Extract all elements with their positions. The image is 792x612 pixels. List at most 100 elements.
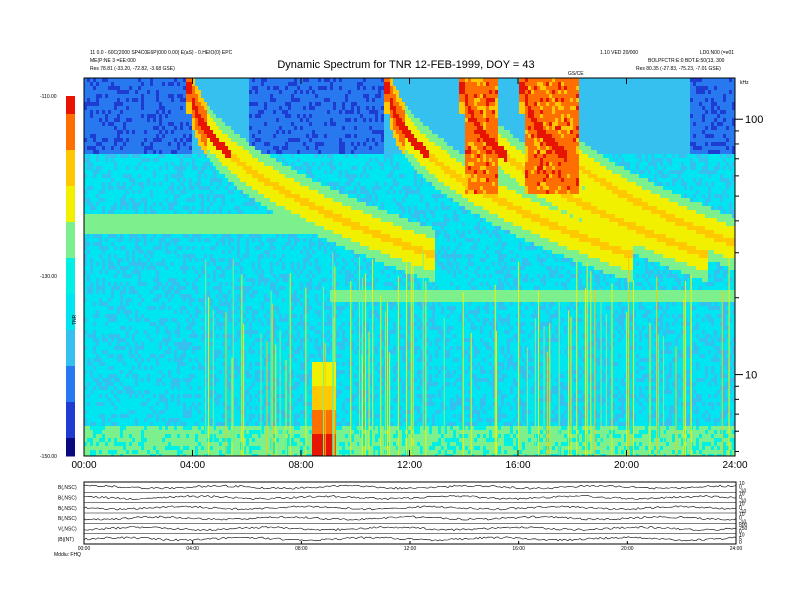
spectrum-cell bbox=[198, 450, 201, 454]
spectrum-cell bbox=[225, 302, 228, 306]
spectrum-cell bbox=[132, 258, 135, 262]
spectrum-cell bbox=[204, 150, 207, 154]
spectrum-cell bbox=[174, 390, 177, 394]
spectrum-cell bbox=[231, 138, 234, 142]
spectrum-cell bbox=[174, 438, 177, 442]
spectrum-cell bbox=[225, 158, 228, 162]
spectrum-cell bbox=[231, 406, 234, 410]
spectrum-cell bbox=[129, 178, 132, 182]
spectrum-cell bbox=[180, 274, 183, 278]
spectrum-cell bbox=[219, 86, 222, 90]
spectrum-cell bbox=[174, 358, 177, 362]
spectrum-cell bbox=[90, 282, 93, 286]
spectrum-cell bbox=[111, 190, 114, 194]
spectrum-cell bbox=[147, 142, 150, 146]
spectrum-cell bbox=[210, 170, 213, 174]
spectrum-cell bbox=[144, 442, 147, 446]
spectrum-cell bbox=[210, 362, 213, 366]
spectrum-cell bbox=[234, 146, 237, 150]
spectrum-cell bbox=[177, 210, 180, 214]
spectrum-cell bbox=[201, 122, 204, 126]
spectrum-cell bbox=[135, 286, 138, 290]
spectrum-cell bbox=[150, 386, 153, 390]
spectrum-cell bbox=[90, 114, 93, 118]
spectrum-cell bbox=[177, 302, 180, 306]
spectrum-cell bbox=[180, 170, 183, 174]
spectrum-cell bbox=[114, 166, 117, 170]
spectrum-cell bbox=[201, 302, 204, 306]
spectrum-cell bbox=[198, 118, 201, 122]
spectrum-cell bbox=[180, 386, 183, 390]
spectrum-cell bbox=[90, 390, 93, 394]
spectrum-cell bbox=[165, 110, 168, 114]
spectrum-cell bbox=[93, 142, 96, 146]
spectrum-cell bbox=[93, 334, 96, 338]
spectrum-cell bbox=[207, 282, 210, 286]
spectrum-cell bbox=[99, 290, 102, 294]
spectrum-cell bbox=[180, 334, 183, 338]
spectrum-cell bbox=[228, 306, 231, 310]
spectrum-cell bbox=[150, 406, 153, 410]
spectrum-cell bbox=[84, 166, 87, 170]
spectrum-cell bbox=[219, 194, 222, 198]
spectrum-cell bbox=[87, 198, 90, 202]
spectrum-cell bbox=[231, 262, 234, 266]
spectrum-cell bbox=[168, 166, 171, 170]
spectrum-cell bbox=[126, 230, 129, 234]
spectrum-cell bbox=[153, 350, 156, 354]
spectrum-cell bbox=[84, 426, 87, 430]
spectrum-cell bbox=[165, 406, 168, 410]
spectrum-cell bbox=[90, 174, 93, 178]
spectrum-cell bbox=[201, 206, 204, 210]
spectrum-cell bbox=[129, 158, 132, 162]
spectrum-cell bbox=[165, 318, 168, 322]
spectrum-cell bbox=[228, 398, 231, 402]
spectrum-cell bbox=[234, 78, 237, 82]
spectrum-cell bbox=[105, 146, 108, 150]
spectrum-cell bbox=[171, 434, 174, 438]
spectrum-cell bbox=[228, 110, 231, 114]
spectrum-cell bbox=[126, 194, 129, 198]
spectrum-cell bbox=[147, 118, 150, 122]
spectrum-cell bbox=[219, 338, 222, 342]
spectrum-cell bbox=[105, 438, 108, 442]
spectrum-cell bbox=[216, 198, 219, 202]
spectrum-cell bbox=[201, 270, 204, 274]
spectrum-cell bbox=[93, 434, 96, 438]
spectrum-cell bbox=[222, 282, 225, 286]
spectrum-cell bbox=[198, 322, 201, 326]
spectrum-cell bbox=[96, 346, 99, 350]
spectrum-cell bbox=[90, 338, 93, 342]
spectrum-cell bbox=[144, 238, 147, 242]
spectrum-cell bbox=[180, 158, 183, 162]
spectrum-cell bbox=[141, 106, 144, 110]
spectrum-cell bbox=[189, 146, 192, 150]
spectrum-cell bbox=[90, 402, 93, 406]
spectrum-cell bbox=[87, 342, 90, 346]
spectrum-cell bbox=[174, 82, 177, 86]
spectrum-cell bbox=[174, 294, 177, 298]
spectrum-cell bbox=[141, 330, 144, 334]
spectrum-cell bbox=[231, 178, 234, 182]
spectrum-cell bbox=[168, 410, 171, 414]
spectrum-cell bbox=[192, 322, 195, 326]
spectrum-cell bbox=[204, 110, 207, 114]
spectrum-cell bbox=[225, 234, 228, 238]
spectrum-cell bbox=[162, 302, 165, 306]
spectrum-cell bbox=[204, 198, 207, 202]
spectrum-cell bbox=[237, 394, 240, 398]
spectrum-cell bbox=[222, 146, 225, 150]
spectrum-cell bbox=[120, 194, 123, 198]
spectrum-cell bbox=[129, 334, 132, 338]
spectrum-cell bbox=[195, 146, 198, 150]
spectrum-cell bbox=[192, 362, 195, 366]
spectrum-cell bbox=[225, 354, 228, 358]
spectrum-cell bbox=[210, 386, 213, 390]
spectrum-cell bbox=[213, 298, 216, 302]
spectrum-cell bbox=[189, 118, 192, 122]
spectrum-cell bbox=[177, 330, 180, 334]
spectrum-cell bbox=[96, 394, 99, 398]
spectrum-cell bbox=[216, 374, 219, 378]
spectrum-cell bbox=[147, 158, 150, 162]
spectrum-cell bbox=[186, 274, 189, 278]
